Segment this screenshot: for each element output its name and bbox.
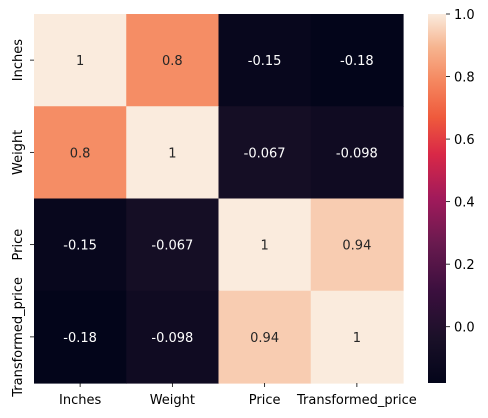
heatmap-cell xyxy=(218,106,312,200)
cell-value-label: 0.94 xyxy=(250,331,279,346)
cell-value-label: -0.15 xyxy=(248,54,282,69)
cell-value-label: -0.098 xyxy=(336,146,378,161)
x-tick-label: Weight xyxy=(150,393,195,408)
colorbar-tick-label: 0.6 xyxy=(454,133,475,148)
heatmap-cell xyxy=(310,106,404,200)
x-tick-label: Inches xyxy=(59,393,101,408)
heatmap-cell xyxy=(218,198,312,292)
colorbar: 0.0 0.2 0.4 0.6 0.8 1.0 xyxy=(428,8,475,383)
colorbar-tick-label: 0.2 xyxy=(454,258,475,273)
cell-value-label: 1 xyxy=(353,331,361,346)
heatmap-cell xyxy=(218,14,312,107)
heatmap-cell xyxy=(126,290,220,384)
heatmap-cell xyxy=(34,290,127,384)
y-tick-label: Inches xyxy=(11,39,26,81)
heatmap-cell xyxy=(126,14,220,107)
heatmap-cell xyxy=(218,290,312,384)
cell-value-label: 0.94 xyxy=(342,239,371,254)
heatmap-cell xyxy=(310,198,404,292)
cell-value-label: -0.15 xyxy=(63,239,97,254)
cell-value-label: 1 xyxy=(168,146,176,161)
heatmap-cell xyxy=(34,106,127,200)
heatmap-cell xyxy=(126,198,220,292)
cell-value-label: 0.8 xyxy=(162,54,183,69)
heatmap-cell xyxy=(34,198,127,292)
cell-value-label: -0.067 xyxy=(151,239,193,254)
x-tick-label: Transformed_price xyxy=(296,393,417,408)
colorbar-tick-label: 0.8 xyxy=(454,71,475,86)
heatmap-cell xyxy=(34,14,127,107)
heatmap-cell xyxy=(310,290,404,384)
cell-value-label: -0.067 xyxy=(244,146,286,161)
colorbar-gradient xyxy=(428,14,446,383)
heatmap-cell xyxy=(126,106,220,200)
heatmap-cell xyxy=(310,14,404,107)
cell-value-label: 0.8 xyxy=(70,146,91,161)
cell-value-label: -0.18 xyxy=(63,331,97,346)
cell-value-label: -0.18 xyxy=(340,54,374,69)
colorbar-tick-label: 1.0 xyxy=(454,8,475,23)
heatmap-cells: 1 0.8 -0.15 -0.18 0.8 1 -0.067 -0.098 -0.15 -0.06… xyxy=(34,14,404,384)
colorbar-tick-label: 0.0 xyxy=(454,321,475,336)
y-tick-label: Weight xyxy=(11,130,26,175)
x-tick-label: Price xyxy=(249,393,281,408)
y-axis: Inches Weight Price Transformed_price xyxy=(11,39,34,398)
colorbar-tick-label: 0.4 xyxy=(454,196,475,211)
cell-value-label: -0.098 xyxy=(151,331,193,346)
cell-value-label: 1 xyxy=(260,239,268,254)
y-tick-label: Transformed_price xyxy=(11,277,26,398)
cell-value-label: 1 xyxy=(76,54,84,69)
y-tick-label: Price xyxy=(11,229,26,261)
x-axis: Inches Weight Price Transformed_price xyxy=(59,383,417,408)
